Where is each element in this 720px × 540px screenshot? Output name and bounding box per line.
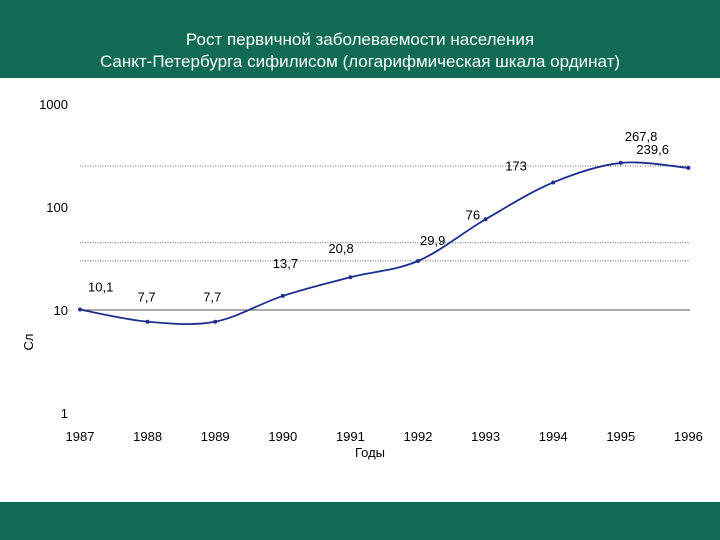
- x-tick-label: 1991: [336, 429, 365, 444]
- y-tick-label: 1: [61, 406, 68, 421]
- data-label: 76: [466, 207, 480, 222]
- x-tick-label: 1989: [201, 429, 230, 444]
- x-tick-label: 1992: [404, 429, 433, 444]
- data-point: [348, 275, 353, 280]
- data-point: [280, 293, 285, 298]
- y-tick-label: 10: [54, 303, 68, 318]
- x-tick-label: 1990: [268, 429, 297, 444]
- grid-lines: [80, 165, 690, 311]
- y-axis-label: Сл: [21, 334, 36, 351]
- data-label: 7,7: [138, 290, 156, 305]
- x-tick-label: 1993: [471, 429, 500, 444]
- data-label: 13,7: [273, 256, 298, 271]
- series-path: [79, 161, 689, 326]
- chart-title-line-1: Рост первичной заболеваемости населения: [185, 30, 535, 49]
- y-axis-ticks: 1 10 100 1000: [39, 97, 68, 421]
- data-label: 10,1: [88, 280, 113, 295]
- x-axis-ticks: 1987 1988 1989 1990 1991 1992 1993 1994 1995 1996: [66, 429, 703, 444]
- data-point: [483, 217, 488, 222]
- x-tick-label: 1994: [539, 429, 568, 444]
- data-label: 267,8: [625, 129, 658, 144]
- data-label: 29,9: [420, 233, 445, 248]
- x-tick-label: 1995: [606, 429, 635, 444]
- data-point: [686, 165, 691, 170]
- data-point: [416, 259, 420, 264]
- data-label: 7,7: [203, 290, 221, 305]
- title-divider: [0, 78, 720, 80]
- x-tick-label: 1988: [133, 429, 162, 444]
- title-band: Рост первичной заболеваемости населения …: [0, 0, 720, 78]
- data-label: 173: [505, 158, 527, 173]
- data-point: [618, 160, 623, 165]
- data-point: [145, 319, 150, 324]
- series-line: [79, 161, 689, 326]
- x-tick-label: 1987: [66, 429, 95, 444]
- data-label: 239,6: [636, 142, 669, 157]
- data-point: [551, 180, 556, 185]
- y-tick-label: 100: [46, 200, 68, 215]
- data-point: [213, 319, 218, 324]
- x-axis-label: Годы: [355, 445, 385, 460]
- y-tick-label: 1000: [39, 97, 68, 112]
- data-point: [78, 307, 82, 312]
- chart-title-line-2: Санкт-Петербурга сифилисом (логарифмичес…: [99, 52, 621, 71]
- footer-band: [0, 502, 720, 540]
- data-label: 20,8: [328, 241, 353, 256]
- x-tick-label: 1996: [674, 429, 703, 444]
